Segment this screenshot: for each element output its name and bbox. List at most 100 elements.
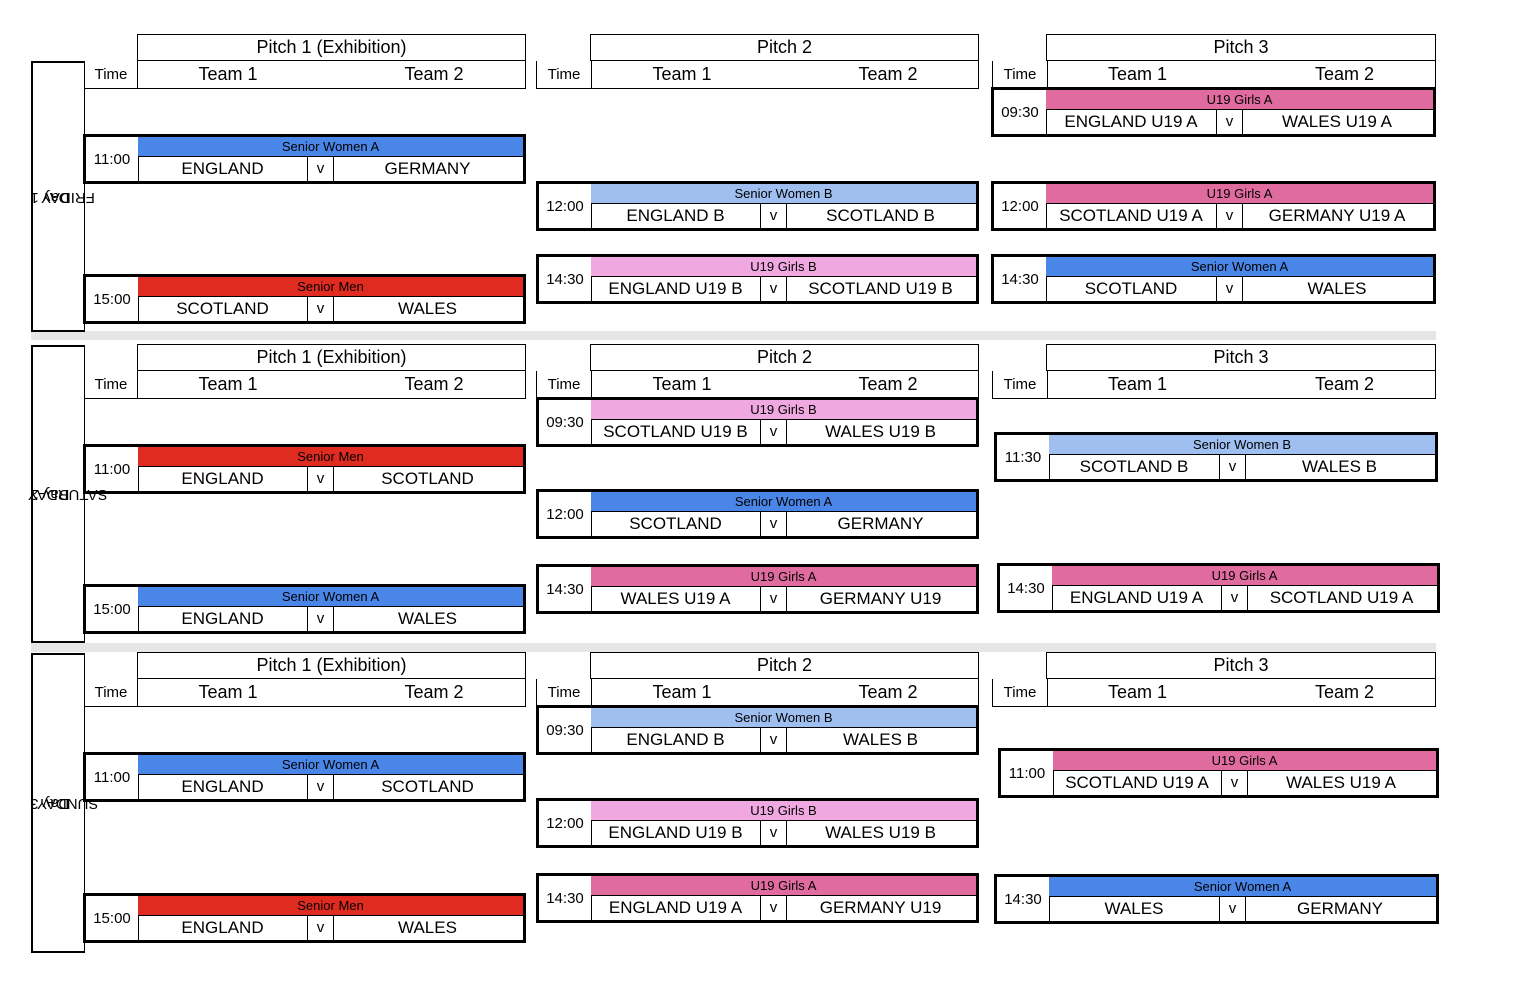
day-separator: [31, 331, 1436, 340]
column-header-row: Time Team 1 Team 2: [536, 679, 979, 707]
column-header-row: Time Team 1 Team 2: [992, 371, 1436, 399]
versus-label: v: [307, 296, 334, 321]
match-pitch3: 12:00 U19 Girls A SCOTLAND U19 A v GERMANY U…: [991, 181, 1436, 231]
match-pitch2: 12:00 U19 Girls B ENGLAND U19 B v WALES U19 …: [536, 798, 979, 848]
match-time: 09:30: [994, 90, 1047, 134]
team1-name: ENGLAND B: [626, 205, 725, 225]
match-pitch3: 14:30 U19 Girls A ENGLAND U19 A v SCOTLAND U…: [997, 563, 1440, 613]
versus-label: v: [760, 895, 787, 920]
team2-name: WALES: [398, 298, 457, 318]
team2-name: SCOTLAND U19 A: [1269, 587, 1414, 607]
match-pitch2: 12:00 Senior Women A SCOTLAND v GERMANY: [536, 489, 979, 539]
team2-column-header: Team 2: [858, 64, 918, 84]
match-time: 12:00: [994, 184, 1047, 228]
match-category: Senior Women A: [138, 587, 523, 607]
team1-name: ENGLAND U19 B: [608, 278, 743, 298]
match-pitch2: 14:30 U19 Girls A ENGLAND U19 A v GERMANY U1…: [536, 873, 979, 923]
team2-name: GERMANY U19: [819, 588, 942, 608]
team2-name: SCOTLAND B: [826, 205, 935, 225]
match-pitch3: 11:00 U19 Girls A SCOTLAND U19 A v WALES U19…: [998, 748, 1439, 798]
team1-column-header: Team 1: [652, 682, 712, 702]
team1-name: WALES U19 A: [620, 588, 731, 608]
pitch-header-2: Pitch 2: [590, 344, 979, 371]
team1-name: WALES: [1104, 898, 1164, 918]
day-weekday: FRIDAY: [40, 188, 95, 206]
match-time: 15:00: [86, 277, 139, 321]
time-column-header: Time: [537, 61, 592, 88]
match-category: U19 Girls B: [591, 801, 976, 821]
versus-label: v: [307, 466, 334, 491]
match-category: U19 Girls B: [591, 257, 976, 277]
match-pitch3: 14:30 Senior Women A SCOTLAND v WALES: [991, 254, 1436, 304]
match-category: Senior Women A: [1046, 257, 1433, 277]
team1-column-header: Team 1: [198, 374, 258, 394]
team1-name: SCOTLAND U19 A: [1059, 205, 1203, 225]
match-category: U19 Girls A: [591, 876, 976, 896]
team1-name: ENGLAND U19 A: [1064, 111, 1198, 131]
match-time: 15:00: [86, 896, 139, 940]
match-category: U19 Girls A: [1046, 184, 1433, 204]
versus-label: v: [1219, 454, 1246, 479]
team2-name: WALES: [398, 917, 457, 937]
team1-column-header: Team 1: [1107, 374, 1168, 394]
match-pitch2: 14:30 U19 Girls A WALES U19 A v GERMANY U19: [536, 564, 979, 614]
match-category: Senior Women A: [591, 492, 976, 512]
match-category: Senior Men: [138, 447, 523, 467]
team1-name: SCOTLAND: [1084, 278, 1178, 298]
pitch-header-3: Pitch 3: [1046, 34, 1436, 61]
match-pitch1: 11:00 Senior Women A ENGLAND v SCOTLAND: [83, 752, 526, 802]
match-category: Senior Men: [138, 277, 523, 297]
team2-name: SCOTLAND: [381, 776, 474, 796]
versus-label: v: [1216, 276, 1243, 301]
match-time: 09:30: [539, 708, 592, 752]
versus-label: v: [307, 606, 334, 631]
match-pitch3: 14:30 Senior Women A WALES v GERMANY: [994, 874, 1439, 924]
versus-label: v: [760, 203, 787, 228]
match-time: 14:30: [994, 257, 1047, 301]
time-column-header: Time: [993, 679, 1048, 706]
team1-name: SCOTLAND U19 A: [1065, 772, 1209, 792]
versus-label: v: [760, 820, 787, 845]
team2-name: GERMANY: [837, 513, 924, 533]
match-category: Senior Women B: [591, 184, 976, 204]
pitch-header-2: Pitch 2: [590, 652, 979, 679]
match-category: U19 Girls B: [591, 400, 976, 420]
column-header-row: Time Team 1 Team 2: [85, 61, 526, 89]
time-column-header: Time: [85, 61, 138, 88]
team1-name: ENGLAND: [181, 608, 264, 628]
versus-label: v: [1219, 896, 1246, 921]
match-time: 12:00: [539, 492, 592, 536]
versus-label: v: [307, 774, 334, 799]
day-label-box: Day 2 SATURDAY: [28, 345, 107, 643]
match-time: 12:00: [539, 801, 592, 845]
match-time: 11:00: [86, 447, 139, 491]
team2-column-header: Team 2: [404, 64, 464, 84]
match-category: Senior Women A: [138, 755, 523, 775]
versus-label: v: [760, 511, 787, 536]
time-column-header: Time: [85, 371, 138, 398]
team2-name: SCOTLAND: [381, 468, 474, 488]
team1-name: ENGLAND U19 A: [1069, 587, 1204, 607]
match-time: 11:00: [86, 137, 139, 181]
versus-label: v: [760, 586, 787, 611]
team2-name: WALES U19 A: [1286, 772, 1396, 792]
team2-column-header: Team 2: [858, 682, 918, 702]
team2-name: WALES U19 A: [1282, 111, 1392, 131]
match-pitch1: 15:00 Senior Men SCOTLAND v WALES: [83, 274, 526, 324]
team2-name: WALES: [398, 608, 457, 628]
team2-name: WALES B: [1302, 456, 1377, 476]
team2-name: GERMANY U19 A: [1268, 205, 1406, 225]
team2-column-header: Team 2: [858, 374, 918, 394]
team1-name: ENGLAND: [181, 158, 264, 178]
team2-name: SCOTLAND U19 B: [808, 278, 953, 298]
pitch-header-3: Pitch 3: [1046, 652, 1436, 679]
match-time: 14:30: [1000, 566, 1053, 610]
match-category: Senior Women B: [1049, 435, 1435, 455]
versus-label: v: [1216, 203, 1243, 228]
match-pitch2: 12:00 Senior Women B ENGLAND B v SCOTLAND B: [536, 181, 979, 231]
match-pitch2: 09:30 U19 Girls B SCOTLAND U19 B v WALES U19…: [536, 397, 979, 447]
match-pitch1: 11:00 Senior Women A ENGLAND v GERMANY: [83, 134, 526, 184]
match-category: U19 Girls A: [1052, 566, 1437, 586]
team1-name: SCOTLAND: [629, 513, 722, 533]
time-column-header: Time: [537, 679, 592, 706]
